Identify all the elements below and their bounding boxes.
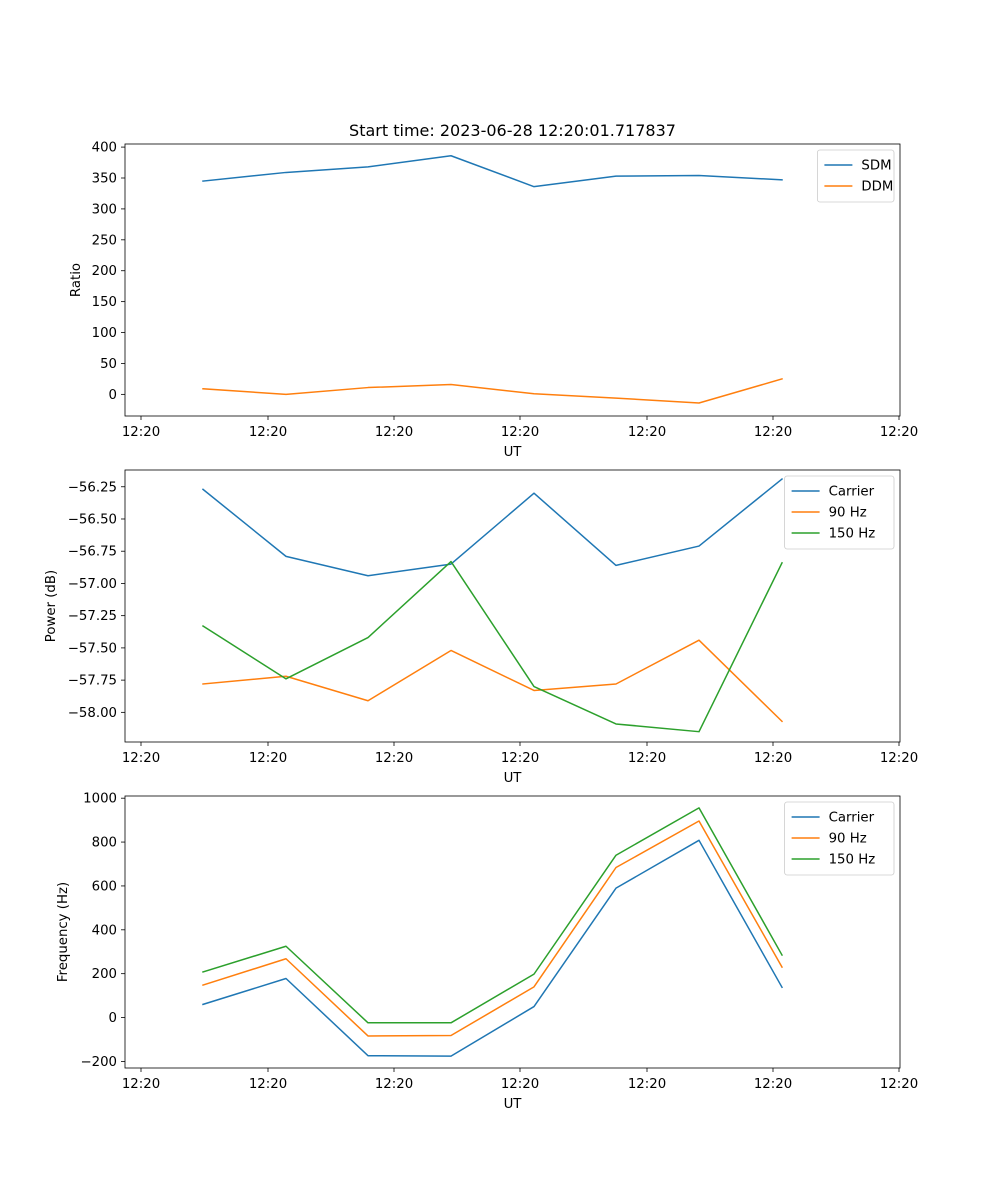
plot-frame — [124, 469, 901, 743]
series-line-carrier — [202, 839, 784, 1057]
x-tick-label: 12:20 — [122, 751, 160, 766]
x-tick-label: 12:20 — [375, 1077, 413, 1092]
plot-frame — [124, 143, 901, 417]
x-tick-label: 12:20 — [628, 425, 666, 440]
chart-panel-2: 12:20 12:20 12:20 12:20 12:20 12:20 12:20 UT −58… — [44, 469, 918, 786]
x-axis-label: UT — [504, 445, 523, 460]
plot-frame — [124, 795, 901, 1069]
y-tick-label: −58.00 — [68, 706, 117, 721]
y-tick-label: −57.00 — [68, 577, 117, 592]
legend-label: Carrier — [829, 485, 875, 500]
legend-label: SDM — [861, 159, 891, 174]
y-axis-label: Frequency (Hz) — [56, 882, 71, 982]
legend-label: 90 Hz — [829, 506, 867, 521]
x-axis-label: UT — [504, 1097, 523, 1112]
y-tick-label: 400 — [92, 923, 117, 938]
y-tick-label: 0 — [109, 1011, 117, 1026]
series-line-carrier — [201, 477, 784, 577]
x-tick-label: 12:20 — [249, 1077, 287, 1092]
legend-label: Carrier — [829, 811, 875, 826]
y-axis-label: Ratio — [69, 263, 84, 297]
x-tick-label: 12:20 — [249, 425, 287, 440]
legend-box — [784, 475, 895, 550]
series-line-90-hz — [202, 639, 784, 723]
y-tick-label: −57.25 — [68, 609, 117, 624]
x-tick-label: 12:20 — [880, 1077, 918, 1092]
x-tick-label: 12:20 — [754, 1077, 792, 1092]
x-tick-label: 12:20 — [375, 425, 413, 440]
y-tick-label: 600 — [92, 879, 117, 894]
legend-label: 90 Hz — [829, 832, 867, 847]
legend-label: 150 Hz — [829, 527, 876, 542]
y-tick-label: −57.50 — [68, 641, 117, 656]
x-tick-label: 12:20 — [880, 751, 918, 766]
legend: Carrier 90 Hz 150 Hz — [784, 801, 895, 876]
legend-label: 150 Hz — [829, 853, 876, 868]
legend-label: DDM — [861, 180, 893, 195]
x-tick-label: 12:20 — [754, 425, 792, 440]
legend-box — [784, 801, 895, 876]
x-tick-label: 12:20 — [880, 425, 918, 440]
y-axis-label: Power (dB) — [44, 570, 59, 642]
figure-title: Start time: 2023-06-28 12:20:01.717837 — [349, 121, 676, 140]
chart-panel-1: 12:20 12:20 12:20 12:20 12:20 12:20 12:20 UT 0 50… — [69, 141, 918, 460]
x-tick-label: 12:20 — [501, 1077, 539, 1092]
legend: SDM DDM — [817, 149, 895, 203]
x-tick-label: 12:20 — [249, 751, 287, 766]
y-tick-label: 300 — [92, 202, 117, 217]
legend-box — [817, 149, 895, 203]
y-tick-label: −56.25 — [68, 480, 117, 495]
x-tick-label: 12:20 — [628, 1077, 666, 1092]
y-tick-label: 200 — [92, 967, 117, 982]
y-tick-label: 200 — [92, 264, 117, 279]
x-tick-label: 12:20 — [122, 425, 160, 440]
x-tick-label: 12:20 — [501, 425, 539, 440]
y-tick-label: 1000 — [83, 792, 117, 807]
y-tick-label: 250 — [92, 233, 117, 248]
chart-panel-3: 12:20 12:20 12:20 12:20 12:20 12:20 12:20 UT −20… — [56, 792, 918, 1112]
x-tick-label: 12:20 — [754, 751, 792, 766]
y-tick-label: 400 — [92, 141, 117, 156]
y-tick-label: 350 — [92, 172, 117, 187]
x-tick-label: 12:20 — [628, 751, 666, 766]
series-line-150-hz — [201, 560, 784, 733]
x-axis-label: UT — [504, 771, 523, 786]
y-tick-label: 800 — [92, 836, 117, 851]
series-line-150-hz — [202, 807, 784, 1024]
y-tick-label: −56.75 — [68, 545, 117, 560]
y-tick-label: 50 — [100, 357, 117, 372]
y-tick-label: −57.75 — [68, 674, 117, 689]
y-tick-label: −200 — [80, 1055, 117, 1070]
x-tick-label: 12:20 — [501, 751, 539, 766]
y-tick-label: 100 — [92, 326, 117, 341]
y-tick-label: 0 — [109, 388, 117, 403]
y-tick-label: −56.50 — [68, 512, 117, 527]
series-line-90-hz — [202, 820, 784, 1037]
series-line-sdm — [202, 155, 783, 188]
series-line-ddm — [202, 377, 783, 404]
y-tick-label: 150 — [92, 295, 117, 310]
x-tick-label: 12:20 — [122, 1077, 160, 1092]
x-tick-label: 12:20 — [375, 751, 413, 766]
legend: Carrier 90 Hz 150 Hz — [784, 475, 895, 550]
